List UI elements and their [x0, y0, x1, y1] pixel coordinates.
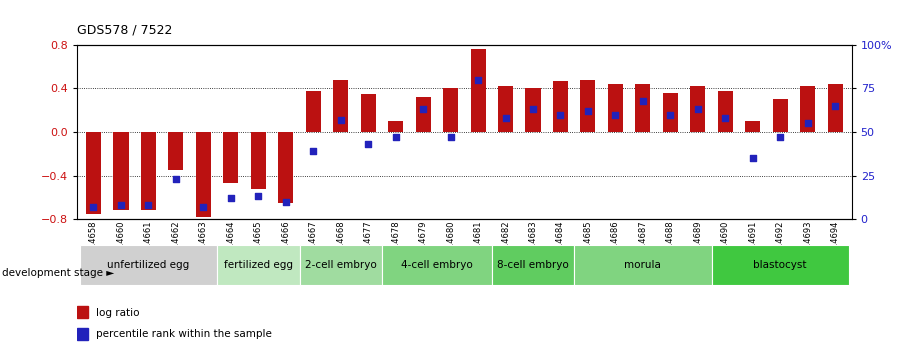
Point [663, 112, 678, 117]
Bar [553, 81, 568, 132]
Bar [300, 245, 382, 285]
Bar [278, 132, 294, 203]
Bar [574, 245, 711, 285]
Point [443, 135, 458, 140]
Bar [77, 328, 88, 339]
Point [554, 112, 568, 117]
Bar [80, 245, 217, 285]
Bar [711, 245, 849, 285]
Bar [746, 121, 760, 132]
Bar [492, 245, 574, 285]
Point [251, 194, 265, 199]
Bar [382, 245, 492, 285]
Point [114, 203, 129, 208]
Bar [361, 94, 376, 132]
Text: percentile rank within the sample: percentile rank within the sample [96, 329, 272, 339]
Bar [416, 97, 430, 132]
Bar [635, 84, 651, 132]
Bar [581, 80, 595, 132]
Bar [333, 80, 348, 132]
Text: log ratio: log ratio [96, 308, 140, 318]
Bar [113, 132, 129, 210]
Point [525, 107, 540, 112]
Point [800, 120, 814, 126]
Point [608, 112, 622, 117]
Point [828, 103, 843, 109]
Bar [169, 132, 183, 170]
Point [169, 176, 183, 182]
Point [86, 204, 101, 210]
Bar [827, 84, 843, 132]
Bar [470, 49, 486, 132]
Bar [251, 132, 265, 189]
Bar [773, 99, 788, 132]
Point [224, 195, 238, 201]
Bar [718, 91, 733, 132]
Point [471, 77, 486, 82]
Point [718, 115, 733, 121]
Point [333, 117, 348, 122]
Text: fertilized egg: fertilized egg [224, 260, 293, 270]
Point [690, 107, 705, 112]
Point [389, 135, 403, 140]
Point [498, 115, 513, 121]
Bar [800, 86, 815, 132]
Bar [498, 86, 513, 132]
Point [416, 107, 430, 112]
Point [773, 135, 787, 140]
Bar [663, 93, 678, 132]
Point [196, 204, 210, 210]
Bar [140, 132, 156, 210]
Text: unfertilized egg: unfertilized egg [107, 260, 189, 270]
Bar [223, 132, 238, 183]
Text: GDS578 / 7522: GDS578 / 7522 [77, 23, 172, 36]
Bar [443, 88, 458, 132]
Point [361, 141, 375, 147]
Text: morula: morula [624, 260, 661, 270]
Bar [608, 84, 623, 132]
Point [746, 155, 760, 161]
Bar [525, 88, 541, 132]
Bar [388, 121, 403, 132]
Point [278, 199, 293, 204]
Point [581, 108, 595, 114]
Text: 4-cell embryo: 4-cell embryo [401, 260, 473, 270]
Text: 2-cell embryo: 2-cell embryo [304, 260, 377, 270]
Bar [305, 91, 321, 132]
Bar [690, 86, 706, 132]
Bar [77, 306, 88, 318]
Point [636, 98, 651, 104]
Text: blastocyst: blastocyst [754, 260, 807, 270]
Bar [86, 132, 101, 214]
Point [141, 203, 156, 208]
Text: development stage ►: development stage ► [2, 268, 114, 277]
Text: 8-cell embryo: 8-cell embryo [497, 260, 569, 270]
Bar [196, 132, 211, 217]
Point [306, 148, 321, 154]
Bar [217, 245, 300, 285]
